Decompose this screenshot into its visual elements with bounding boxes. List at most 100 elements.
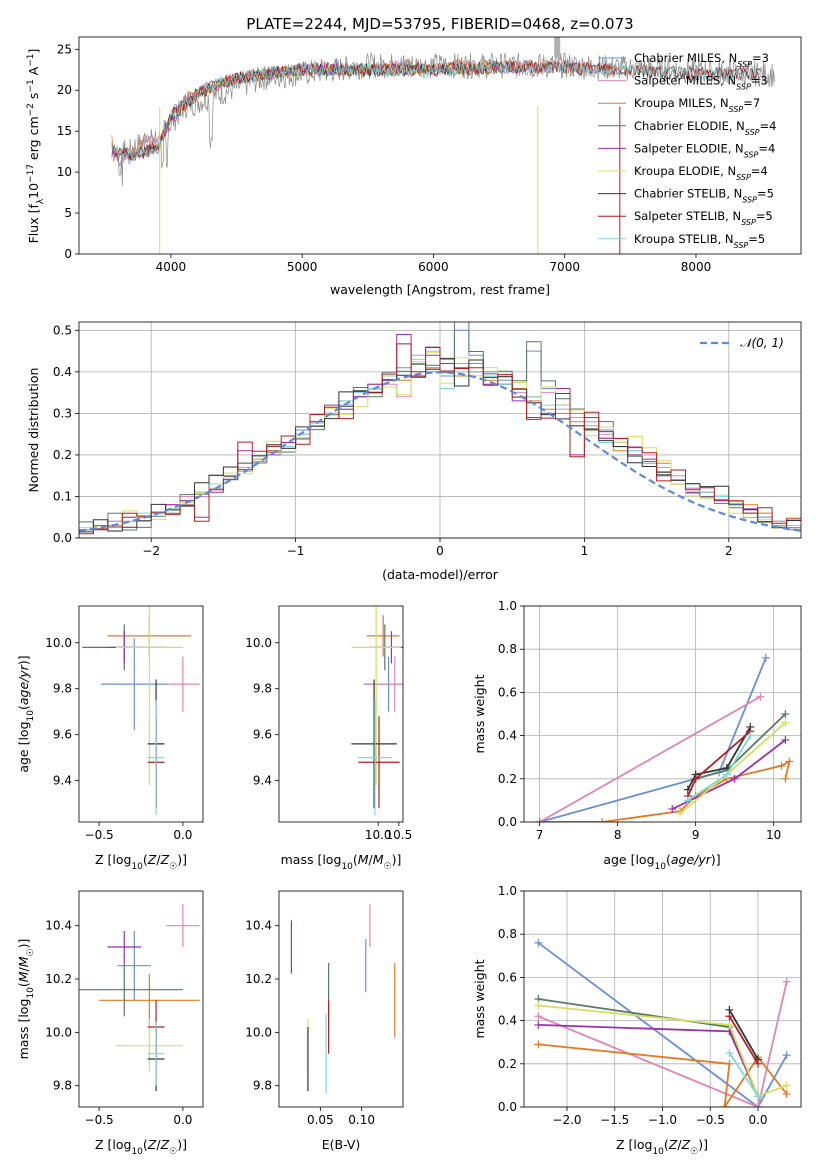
y-tick-label: 1.0 (498, 884, 517, 898)
x-axis-label: mass [log10(M/M☉)] (281, 852, 402, 872)
y-tick-label: 10.2 (245, 972, 272, 986)
x-tick-label: 0.05 (307, 1113, 334, 1127)
legend-label: Salpeter MILES, NSSP=3 (634, 74, 768, 92)
panel-0: 4000 5000 6000 7000 8000 0 5 10 15 20 25 (57, 36, 802, 274)
y-tick-label: 0.0 (498, 815, 517, 829)
histogram-legend: 𝒩(0, 1) (700, 336, 784, 350)
x-axis-label: wavelength [Angstrom, rest frame] (330, 282, 550, 297)
sfh-age-marker (598, 818, 607, 822)
sfh-z-line (538, 1024, 759, 1097)
sfh-z-marker (534, 1040, 543, 1049)
y-tick-label: 9.8 (253, 682, 272, 696)
x-axis-label: Z [log10(Z/Z☉)] (616, 1137, 708, 1157)
sfh-age-marker (722, 770, 731, 779)
y-tick-label: 0.2 (498, 1057, 517, 1071)
sfh-age-marker (535, 818, 544, 822)
histogram-step (79, 343, 801, 535)
sfh-z-marker (754, 1092, 763, 1101)
legend-label: Chabrier ELODIE, NSSP=4 (634, 119, 776, 137)
legend-label: Chabrier MILES, NSSP=3 (634, 51, 769, 69)
sfh-z-marker (754, 1103, 763, 1107)
panel-3: 9.4 9.6 9.8 10.0 (245, 605, 404, 823)
x-axis-label: Z [log10(Z/Z☉)] (95, 852, 187, 872)
x-axis-label: age [log10(age/yr)] (603, 852, 720, 872)
x-tick-label: 2 (725, 544, 733, 558)
axes-frame (523, 605, 802, 823)
legend-label: Salpeter ELODIE, NSSP=4 (634, 141, 775, 159)
y-tick-label: 0.2 (53, 448, 72, 462)
y-tick-label: 10 (57, 165, 72, 179)
axes-frame (78, 890, 204, 1108)
data-spike-grey (554, 37, 561, 58)
x-tick-label: 6000 (418, 260, 449, 274)
y-tick-label: 9.8 (253, 1079, 272, 1093)
x-tick-label: 0.0 (173, 828, 192, 842)
sfh-age-marker (785, 757, 794, 766)
sfh-age-line (539, 695, 761, 822)
y-tick-label: 10.0 (45, 1025, 72, 1039)
sfh-z-marker (725, 1049, 734, 1057)
x-tick-label: −1.0 (648, 1113, 677, 1127)
x-axis-label: E(B-V) (322, 1137, 361, 1152)
y-axis-label: Normed distribution (26, 368, 41, 493)
x-tick-label: 0.10 (348, 1113, 375, 1127)
sfh-z-line (728, 1009, 759, 1060)
sfh-z-marker (534, 938, 543, 947)
y-tick-label: 0.8 (498, 927, 517, 941)
x-axis-label: (data-model)/error (382, 567, 499, 582)
sfh-z-marker (782, 1081, 791, 1090)
sfh-z-marker (782, 1051, 791, 1060)
x-tick-label: 8 (614, 828, 622, 842)
y-tick-label: 20 (57, 83, 72, 97)
panel-1: −2 −1 0 1 2 0.0 0.1 0.2 0.3 0.4 0.5 (53, 321, 802, 558)
y-tick-label: 10.2 (45, 972, 72, 986)
sfh-age-marker (756, 692, 765, 701)
y-tick-label: 25 (57, 42, 72, 56)
sfh-z-line (537, 981, 788, 1107)
y-tick-label: 0 (64, 247, 72, 261)
y-tick-label: 10.0 (45, 636, 72, 650)
y-tick-label: 9.6 (253, 728, 272, 742)
y-tick-label: 10.0 (245, 636, 272, 650)
x-tick-label: 0.0 (748, 1113, 767, 1127)
sfh-z-marker (782, 977, 791, 986)
sfh-z-marker (720, 1103, 729, 1107)
y-tick-label: 15 (57, 124, 72, 138)
sfh-z-marker (725, 1059, 734, 1068)
y-tick-label: 5 (64, 206, 72, 220)
panel-2: −0.5 0.0 9.4 9.6 9.8 10.0 (45, 605, 204, 842)
sfh-age-marker (676, 809, 685, 818)
x-tick-label: −1 (287, 544, 305, 558)
y-tick-label: 0.6 (498, 685, 517, 699)
sfh-age-marker (781, 774, 790, 783)
sfh-age-marker (777, 761, 786, 770)
y-tick-label: 0.4 (498, 1014, 517, 1028)
sfh-age-marker (668, 805, 677, 814)
plot-content (82, 606, 200, 816)
x-tick-label: 9 (692, 828, 700, 842)
axes-frame (523, 890, 802, 1108)
x-tick-label: 10 (766, 828, 781, 842)
y-axis-label: mass [log10(M/M☉)] (16, 939, 36, 1060)
y-tick-label: 1.0 (498, 599, 517, 613)
x-tick-label: −0.5 (696, 1113, 725, 1127)
y-tick-label: 9.4 (253, 774, 272, 788)
x-axis-label: Z [log10(Z/Z☉)] (95, 1137, 187, 1157)
x-tick-label: −1.5 (600, 1113, 629, 1127)
plot-content (351, 606, 403, 816)
sfh-age-marker (730, 774, 739, 783)
x-tick-label: −2.0 (552, 1113, 581, 1127)
y-tick-label: 10.4 (45, 919, 72, 933)
y-tick-label: 9.6 (53, 728, 72, 742)
sfh-age-line (687, 726, 752, 791)
y-tick-label: 0.0 (53, 531, 72, 545)
y-axis-label: mass weight (472, 959, 487, 1038)
axes-frame (278, 605, 404, 823)
sfh-z-line (537, 942, 788, 1107)
y-tick-label: 0.8 (498, 642, 517, 656)
sfh-age-marker (781, 718, 790, 727)
y-tick-label: 0.3 (53, 406, 72, 420)
sfh-age-marker (781, 735, 790, 744)
x-tick-label: 4000 (156, 260, 187, 274)
